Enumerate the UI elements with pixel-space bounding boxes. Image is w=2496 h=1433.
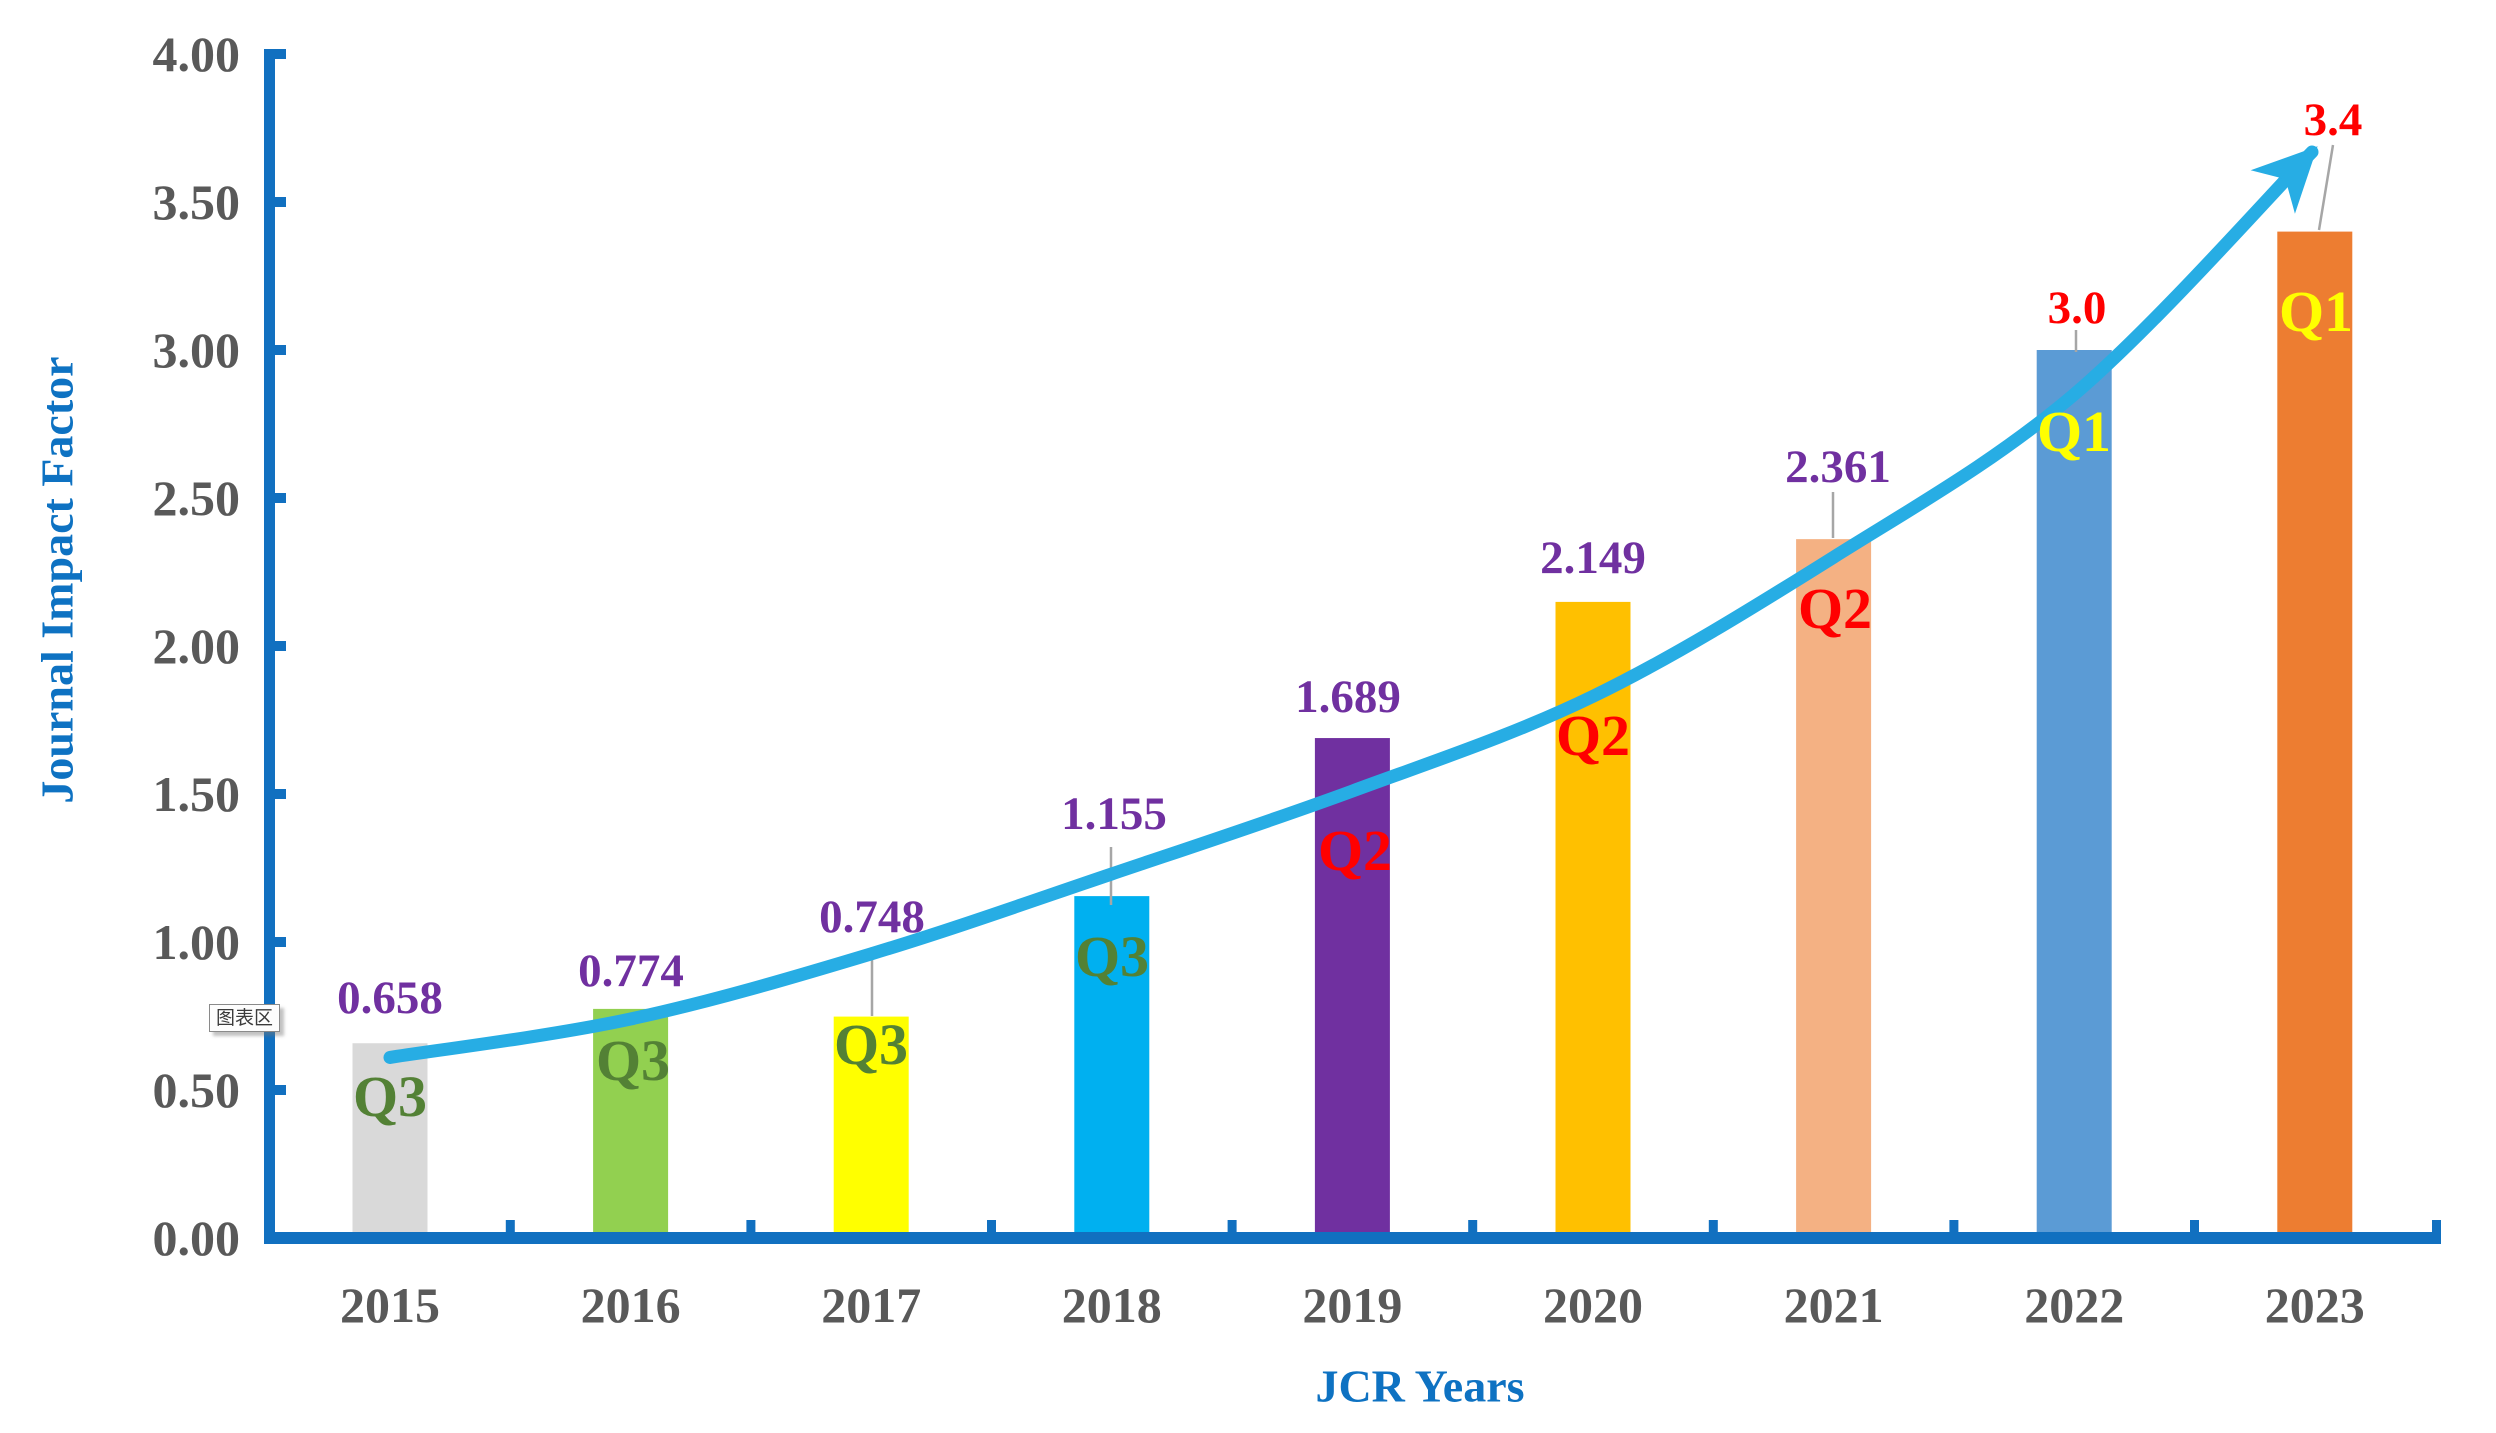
value-label-2017: 0.748	[819, 891, 925, 943]
y-axis-tick	[264, 789, 286, 799]
x-axis-tick	[1949, 1220, 1959, 1232]
x-axis-end-tick	[2432, 1220, 2441, 1232]
y-axis-tick	[264, 493, 286, 503]
x-tick-label-2016: 2016	[581, 1277, 681, 1333]
bar-2022[interactable]	[2036, 350, 2112, 1232]
x-tick-label-2017: 2017	[821, 1277, 921, 1333]
quartile-label-2021: Q2	[1798, 576, 1872, 641]
quartile-label-2015: Q3	[353, 1064, 427, 1129]
y-tick-label: 0.00	[153, 1210, 241, 1266]
value-label-2021: 2.361	[1785, 441, 1891, 493]
y-tick-label: 3.50	[153, 174, 241, 230]
value-label-2019: 1.689	[1295, 671, 1401, 723]
x-tick-label-2015: 2015	[340, 1277, 440, 1333]
y-axis-tick	[264, 1085, 286, 1095]
y-axis-tick	[264, 197, 286, 207]
y-axis-title: Journal Impact Factor	[31, 356, 83, 804]
x-axis-title: JCR Years	[1315, 1360, 1525, 1412]
value-label-leader-2023	[2317, 144, 2335, 231]
x-tick-label-2018: 2018	[1062, 1277, 1162, 1333]
bar-2018[interactable]	[1074, 896, 1150, 1232]
x-axis-tick	[1227, 1220, 1237, 1232]
x-tick-label-2023: 2023	[2265, 1277, 2365, 1333]
y-axis-tick	[264, 641, 286, 651]
bar-2021[interactable]	[1796, 539, 1872, 1232]
x-tick-label-2021: 2021	[1784, 1277, 1884, 1333]
quartile-label-2023: Q1	[2279, 279, 2353, 344]
value-label-2015: 0.658	[337, 972, 443, 1024]
y-tick-label: 1.00	[153, 914, 241, 970]
y-axis-tick	[264, 345, 286, 355]
bar-2017[interactable]	[833, 1016, 909, 1232]
x-tick-label-2019: 2019	[1302, 1277, 1402, 1333]
value-label-2020: 2.149	[1540, 532, 1646, 584]
bar-2023[interactable]	[2277, 231, 2353, 1233]
y-tick-label: 2.50	[153, 470, 241, 526]
value-label-2023: 3.4	[2304, 94, 2363, 146]
x-axis-tick	[2190, 1220, 2199, 1232]
x-axis-tick	[505, 1220, 515, 1232]
x-axis-tick	[987, 1220, 996, 1232]
x-axis-tick	[1468, 1220, 1478, 1232]
quartile-label-2018: Q3	[1075, 924, 1149, 989]
bar-2015[interactable]	[352, 1043, 428, 1232]
y-tick-label: 4.00	[153, 26, 241, 82]
value-label-2016: 0.774	[578, 945, 684, 997]
x-axis-line	[264, 1232, 2441, 1244]
value-label-2022: 3.0	[2048, 282, 2107, 334]
x-tick-label-2022: 2022	[2024, 1277, 2124, 1333]
value-label-2018: 1.155	[1061, 788, 1167, 840]
y-tick-label: 2.00	[153, 618, 241, 674]
y-tick-label: 0.50	[153, 1062, 241, 1118]
quartile-label-2016: Q3	[596, 1028, 670, 1093]
quartile-label-2017: Q3	[834, 1012, 908, 1077]
bar-2019[interactable]	[1314, 738, 1390, 1232]
y-axis-tick	[264, 937, 286, 947]
bar-2016[interactable]	[593, 1008, 669, 1232]
x-axis-tick	[746, 1220, 756, 1232]
y-tick-label: 3.00	[153, 322, 241, 378]
x-tick-label-2020: 2020	[1543, 1277, 1643, 1333]
y-tick-label: 1.50	[153, 766, 241, 822]
tooltip-label: 图表区	[215, 1007, 273, 1029]
chart-area-tooltip: 图表区	[209, 1004, 280, 1032]
quartile-label-2020: Q2	[1556, 703, 1630, 768]
y-axis-tick	[264, 49, 286, 59]
quartile-label-2019: Q2	[1318, 818, 1392, 883]
x-axis-tick	[1708, 1220, 1718, 1232]
trend-arrow-line[interactable]	[383, 145, 2319, 1064]
quartile-label-2022: Q1	[2037, 399, 2111, 464]
